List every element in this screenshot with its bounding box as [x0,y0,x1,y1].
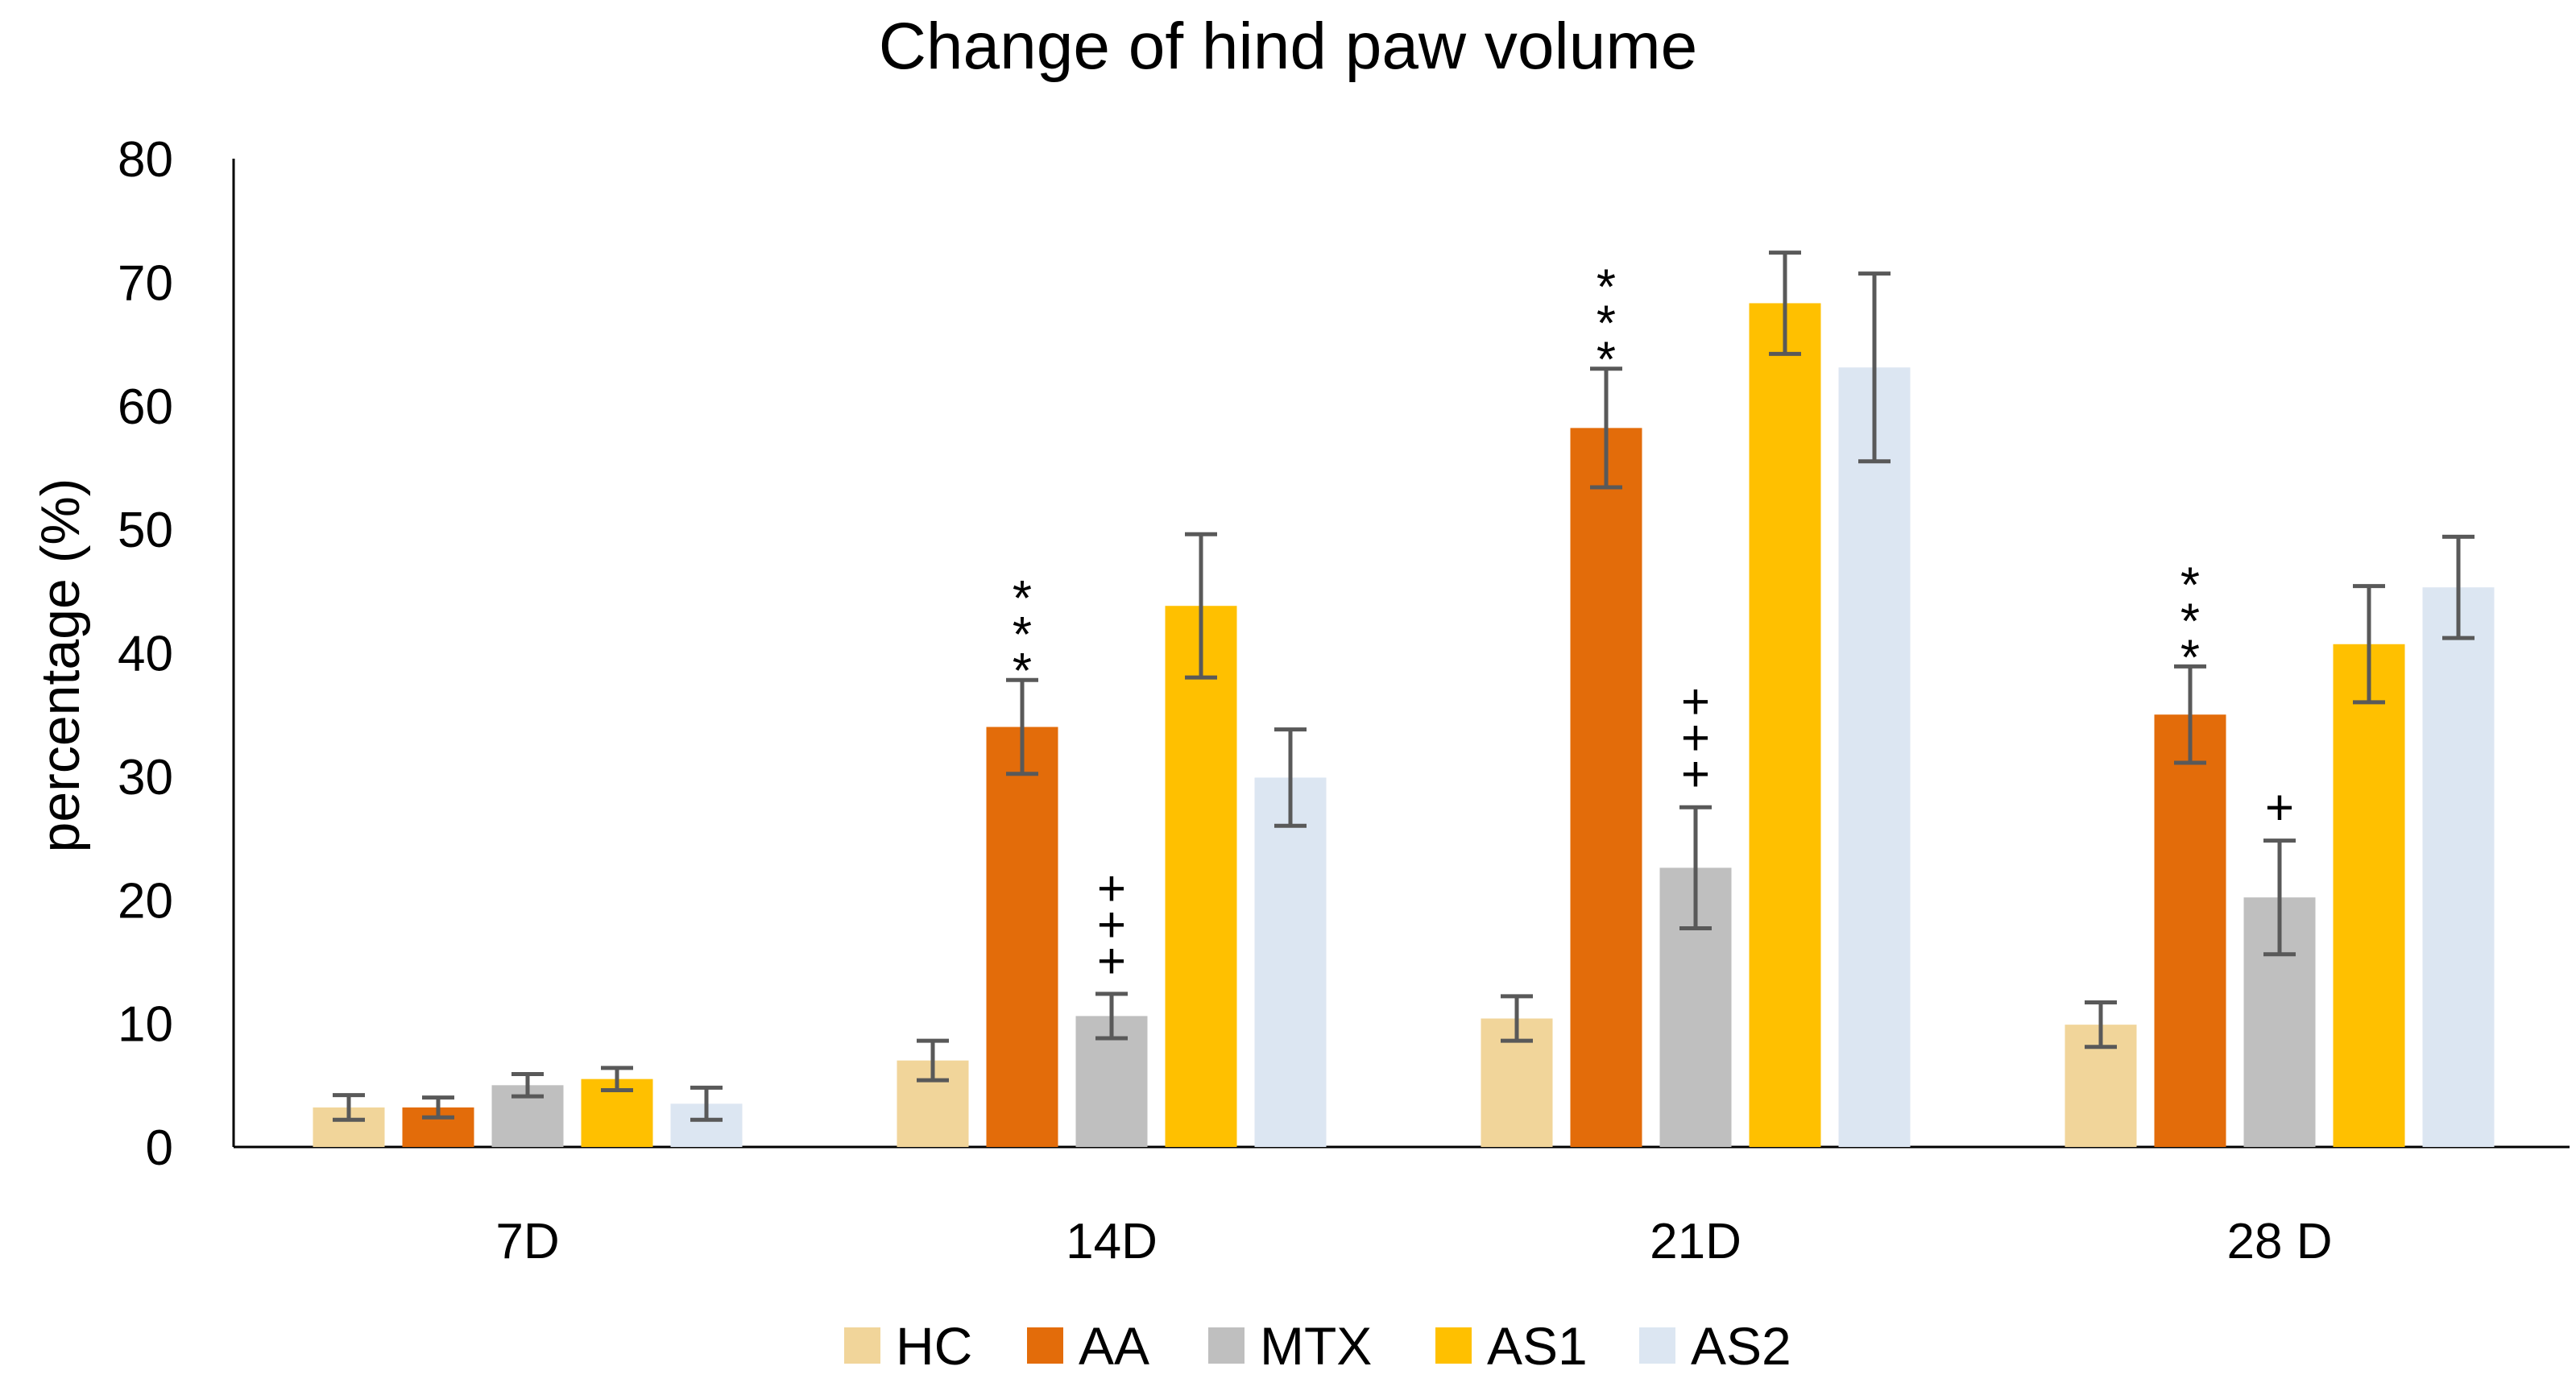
legend: HC AA MTX AS1 AS2 [844,1316,1791,1376]
significance-star: * [1597,296,1616,352]
y-tick-label: 60 [118,379,173,435]
legend-label-as2: AS2 [1691,1316,1791,1376]
y-tick-label: 0 [146,1120,173,1176]
significance-star: * [1013,644,1032,699]
x-tick-label: 21D [1650,1214,1741,1269]
bar-as1-28d [2333,644,2405,1147]
legend-label-hc: HC [896,1316,972,1376]
y-axis-label: percentage (%) [30,478,91,853]
legend-swatch-as2 [1639,1327,1675,1364]
significance-star: * [1013,571,1032,627]
significance-plus: + [1097,861,1126,917]
bar-aa-28d [2154,714,2226,1147]
y-tick-label: 70 [118,255,173,311]
legend-label-aa: AA [1079,1316,1149,1376]
y-tick-label: 20 [118,873,173,929]
y-tick-label: 10 [118,997,173,1053]
bar-aa-21d [1570,428,1642,1147]
x-tick-label: 14D [1066,1214,1158,1269]
legend-swatch-mtx [1208,1327,1245,1364]
bar-as2-28d [2422,587,2495,1147]
legend-swatch-hc [844,1327,880,1364]
bar-as2-14d [1254,777,1327,1147]
bar-as2-21d [1838,367,1911,1147]
legend-swatch-aa [1027,1327,1063,1364]
bar-as1-21d [1749,303,1821,1148]
y-tick-label: 40 [118,627,173,682]
significance-star: * [2180,630,2200,685]
significance-star: * [2180,594,2200,649]
significance-plus: + [2265,780,2294,836]
bar-as1-14d [1165,606,1237,1147]
y-tick-label: 50 [118,503,173,558]
x-tick-label: 28 D [2227,1214,2333,1269]
significance-plus: + [1681,747,1710,802]
significance-star: * [1597,333,1616,388]
significance-plus: + [1681,710,1710,766]
significance-star: * [2180,557,2200,613]
significance-plus: + [1097,897,1126,953]
legend-label-mtx: MTX [1260,1316,1372,1376]
bar-aa-14d [986,727,1058,1147]
chart-title: Change of hind paw volume [879,10,1698,83]
significance-plus: + [1097,934,1126,989]
legend-label-as1: AS1 [1487,1316,1588,1376]
significance-plus: + [1681,674,1710,730]
y-tick-label: 30 [118,750,173,805]
y-tick-label: 80 [118,132,173,188]
x-tick-label: 7D [495,1214,559,1269]
significance-star: * [1013,607,1032,663]
legend-swatch-as1 [1435,1327,1472,1364]
significance-star: * [1597,260,1616,316]
